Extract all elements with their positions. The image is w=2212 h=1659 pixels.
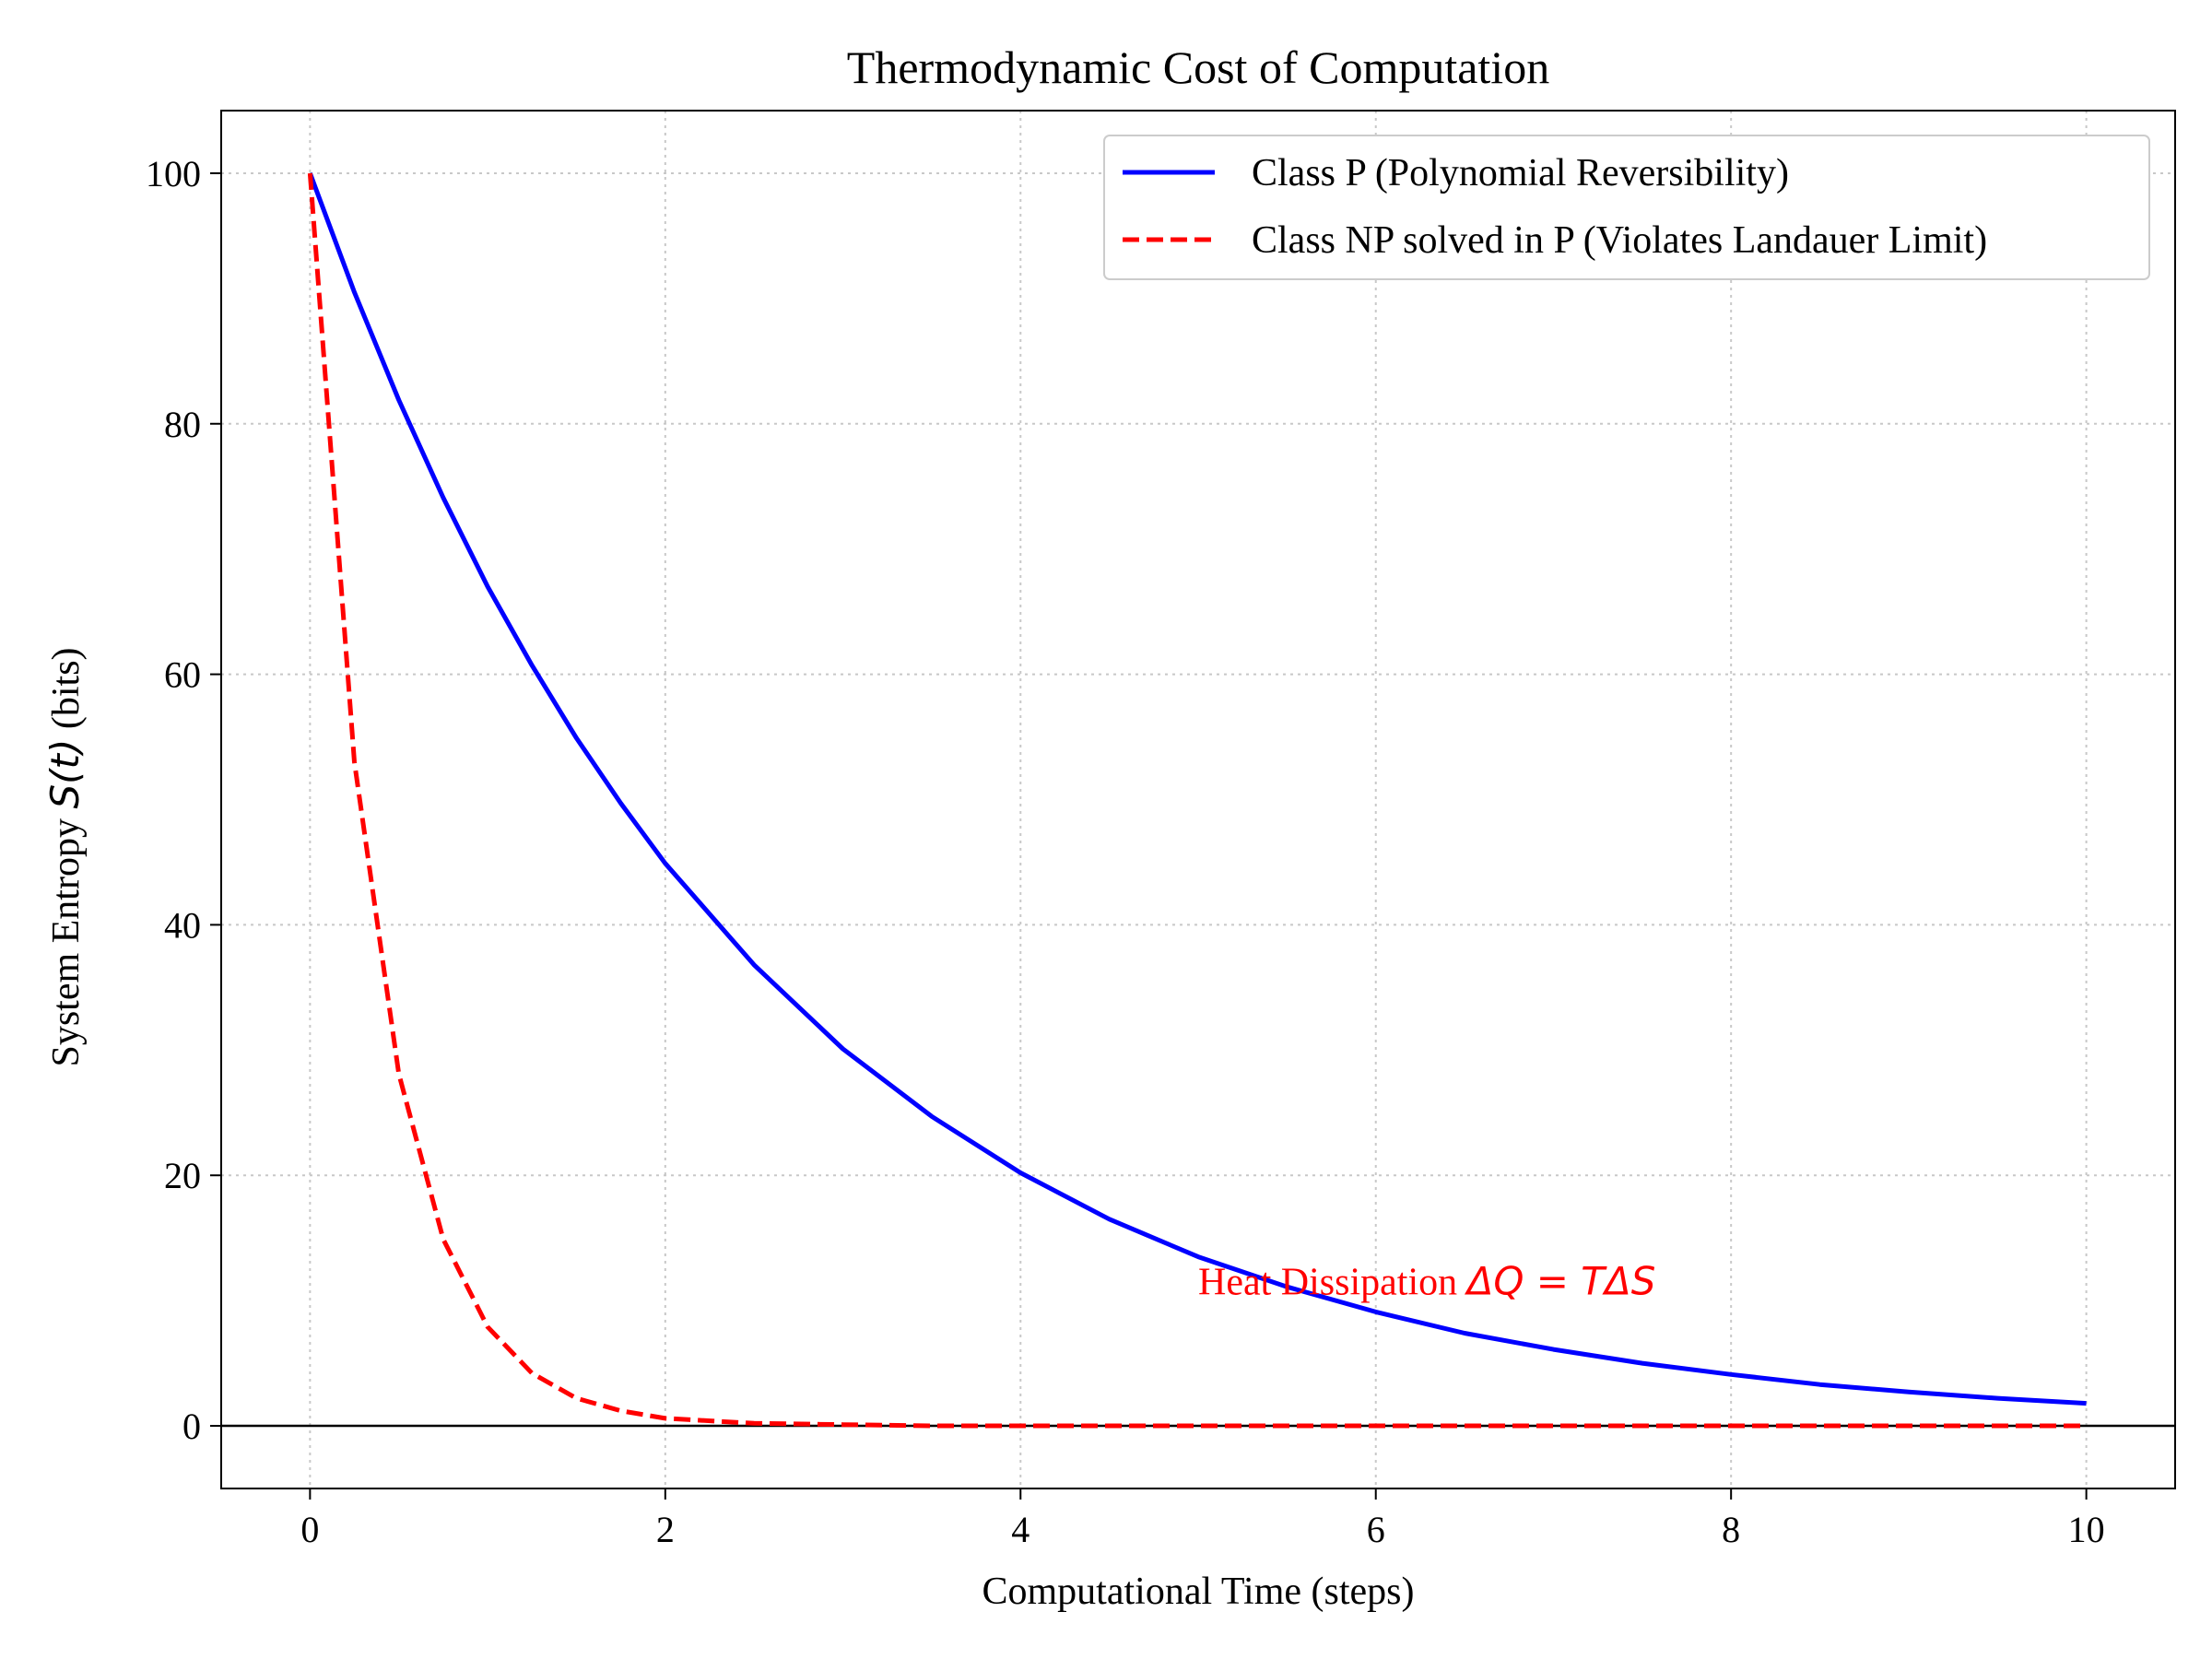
legend: Class P (Polynomial Reversibility) Class… [1103, 135, 2150, 280]
y-axis-label-suffix: (bits) [45, 647, 88, 738]
series-line-class-p [308, 172, 2087, 1406]
annotation-text: Heat Dissipation [1198, 1261, 1467, 1303]
x-axis-label: Computational Time (steps) [982, 1571, 1414, 1613]
legend-frame [1103, 135, 2150, 280]
y-tick-label: 20 [164, 1155, 201, 1196]
x-tick-label: 4 [1011, 1509, 1030, 1550]
y-tick-label: 60 [164, 654, 201, 696]
legend-label-class-np: Class NP solved in P (Violates Landauer … [1252, 219, 1987, 262]
series-line-class-np [307, 172, 2087, 1429]
annotation-heat-dissipation: Heat Dissipation ΔQ = TΔS [1198, 1258, 1655, 1303]
y-axis-label: System Entropy S(t) (bits) [42, 647, 88, 1066]
y-tick-label: 80 [164, 404, 201, 445]
plot-area [221, 172, 2175, 1429]
annotation-math: ΔQ = TΔS [1465, 1258, 1656, 1303]
x-tick-label: 0 [300, 1509, 319, 1550]
x-tick-label: 10 [2068, 1509, 2105, 1550]
axes-frame [220, 110, 2176, 1489]
y-axis-label-math: S(t) [42, 739, 88, 809]
x-tick-label: 6 [1367, 1509, 1385, 1550]
y-tick-label: 0 [182, 1406, 201, 1447]
y-tick-label: 100 [146, 153, 201, 194]
y-tick-label: 40 [164, 904, 201, 946]
y-axis-label-prefix: System Entropy [45, 809, 88, 1067]
x-tick-label: 8 [1722, 1509, 1740, 1550]
chart-title: Thermodynamic Cost of Computation [847, 41, 1549, 93]
x-tick-label: 2 [656, 1509, 675, 1550]
legend-label-class-p: Class P (Polynomial Reversibility) [1252, 152, 1789, 194]
